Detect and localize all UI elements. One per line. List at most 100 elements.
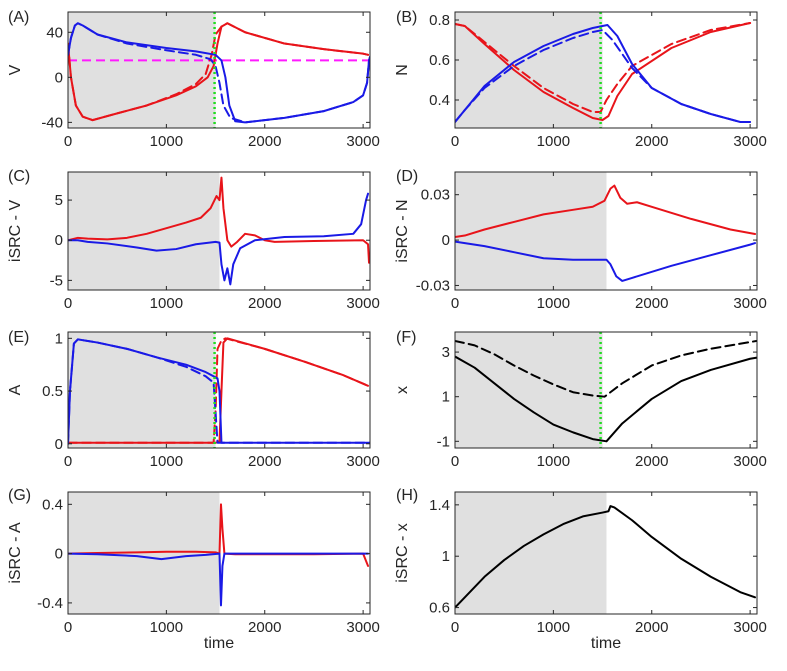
axes-frame xyxy=(454,491,758,615)
series-line xyxy=(455,355,757,443)
panel-label: (C) xyxy=(8,168,30,185)
x-tick-label: 0 xyxy=(451,295,459,312)
y-tick-label: 0 xyxy=(55,69,63,86)
x-tick-label: 0 xyxy=(64,619,72,636)
panel-label: (A) xyxy=(8,9,29,26)
series-line xyxy=(68,192,370,286)
y-tick-label: -40 xyxy=(41,114,63,131)
panel-label: (F) xyxy=(396,329,416,346)
y-tick-label: 0.6 xyxy=(429,52,450,69)
y-tick-label: 0 xyxy=(55,436,63,453)
x-tick-label: 3000 xyxy=(346,453,379,470)
x-tick-label: 3000 xyxy=(346,295,379,312)
y-tick-label: 0.03 xyxy=(421,187,450,204)
y-tick-label: 3 xyxy=(442,344,450,361)
panel-E: 0 1000 2000 3000 0 0.5 1 A (E) xyxy=(7,329,380,470)
panel-label: (E) xyxy=(8,329,29,346)
panel-B: 0 1000 2000 3000 0.4 0.6 0.8 N (B) xyxy=(394,9,767,150)
x-tick-label: 1000 xyxy=(150,619,183,636)
panel-F: 0 1000 2000 3000 -1 1 3 x (F) xyxy=(394,329,767,470)
x-tick-label: 1000 xyxy=(150,295,183,312)
x-tick-label: 1000 xyxy=(537,453,570,470)
x-tick-label: 2000 xyxy=(248,453,281,470)
series-line xyxy=(68,22,370,122)
shaded-region xyxy=(455,492,607,614)
x-axis-label: time xyxy=(204,635,234,652)
y-axis-label: A xyxy=(7,384,24,395)
x-tick-label: 0 xyxy=(451,619,459,636)
x-tick-label: 3000 xyxy=(733,133,766,150)
panel-label: (H) xyxy=(396,487,418,504)
series-line xyxy=(68,176,370,264)
y-axis-label: iSRC - N xyxy=(394,199,411,262)
series-line xyxy=(455,240,757,282)
shaded-region xyxy=(455,12,603,128)
x-tick-label: 0 xyxy=(64,453,72,470)
y-axis-label: V xyxy=(7,64,24,75)
x-tick-label: 1000 xyxy=(150,133,183,150)
axes-frame xyxy=(67,171,371,291)
y-tick-label: 1.4 xyxy=(429,497,450,514)
y-tick-label: 0.6 xyxy=(429,600,450,617)
panel-H: 0 1000 2000 3000 0.6 1 1.4 iSRC - x time (H) xyxy=(394,487,767,652)
x-tick-label: 3000 xyxy=(733,619,766,636)
axes-frame xyxy=(67,331,371,449)
x-tick-label: 3000 xyxy=(346,619,379,636)
series-line xyxy=(455,22,752,121)
y-tick-label: -0.4 xyxy=(37,595,63,612)
y-tick-label: 0.4 xyxy=(429,92,450,109)
x-tick-label: 0 xyxy=(64,295,72,312)
panel-label: (D) xyxy=(396,168,418,185)
x-tick-label: 2000 xyxy=(248,619,281,636)
y-tick-label: -5 xyxy=(50,272,63,289)
x-tick-label: 3000 xyxy=(733,295,766,312)
x-axis-label: time xyxy=(591,635,621,652)
axes-frame xyxy=(454,331,758,449)
y-tick-label: 1 xyxy=(55,330,63,347)
y-axis-label: iSRC - A xyxy=(7,522,24,584)
series-line xyxy=(455,22,752,113)
x-tick-label: 1000 xyxy=(150,453,183,470)
axes-frame xyxy=(67,491,371,615)
series-line xyxy=(68,552,370,607)
y-tick-label: 5 xyxy=(55,192,63,209)
x-tick-label: 0 xyxy=(451,133,459,150)
x-tick-label: 3000 xyxy=(733,453,766,470)
shaded-region xyxy=(68,172,220,290)
x-tick-label: 2000 xyxy=(248,133,281,150)
x-tick-label: 0 xyxy=(64,133,72,150)
shaded-region xyxy=(455,332,603,448)
y-tick-label: 1 xyxy=(442,389,450,406)
y-tick-label: -1 xyxy=(437,433,450,450)
y-tick-label: 0.8 xyxy=(429,12,450,29)
y-axis-label: iSRC - x xyxy=(394,523,411,583)
series-line xyxy=(455,29,752,123)
y-axis-label: N xyxy=(394,64,411,76)
y-axis-label: iSRC - V xyxy=(7,200,24,263)
x-tick-label: 3000 xyxy=(346,133,379,150)
y-tick-label: 0 xyxy=(442,232,450,249)
y-tick-label: 0 xyxy=(55,546,63,563)
shaded-region xyxy=(68,332,216,448)
x-tick-label: 1000 xyxy=(537,133,570,150)
x-tick-label: 1000 xyxy=(537,295,570,312)
x-tick-label: 2000 xyxy=(635,133,668,150)
y-tick-label: 0 xyxy=(55,232,63,249)
y-tick-label: 1 xyxy=(442,548,450,565)
x-tick-label: 2000 xyxy=(635,453,668,470)
x-tick-label: 0 xyxy=(451,453,459,470)
series-line xyxy=(455,184,757,239)
y-tick-label: -0.03 xyxy=(416,277,450,294)
x-tick-label: 2000 xyxy=(635,295,668,312)
series-line xyxy=(455,505,757,609)
series-line xyxy=(455,339,757,398)
x-tick-label: 1000 xyxy=(537,619,570,636)
y-axis-label: x xyxy=(394,386,411,394)
axes-frame xyxy=(454,11,758,129)
y-tick-label: 0.4 xyxy=(42,496,63,513)
series-line xyxy=(68,22,370,124)
